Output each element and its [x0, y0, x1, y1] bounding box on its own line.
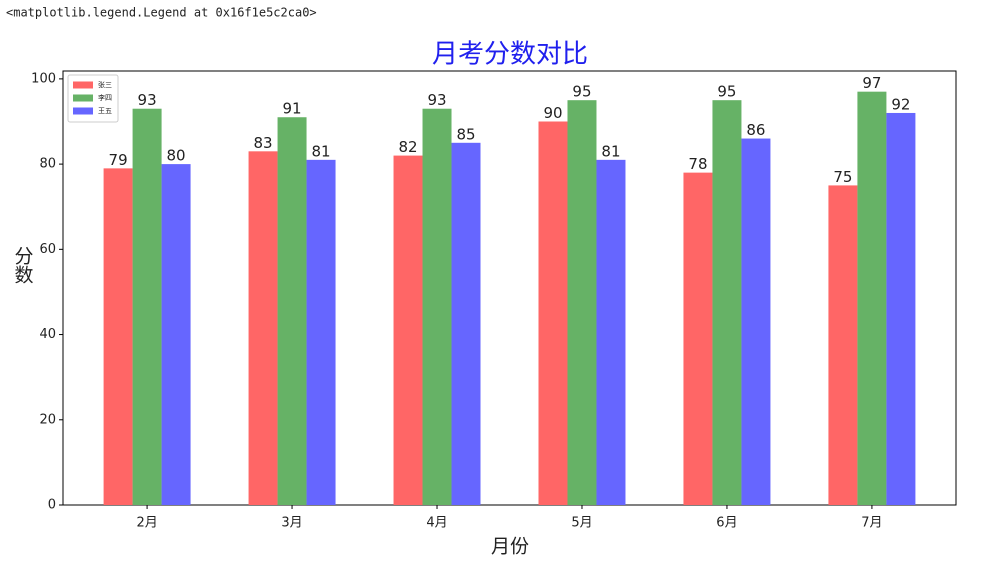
value-label: 78	[688, 155, 707, 173]
x-tick-label: 5月	[571, 516, 592, 531]
x-tick-label: 7月	[861, 516, 882, 531]
value-label: 97	[862, 74, 881, 92]
value-label: 92	[891, 95, 910, 113]
bar	[886, 112, 916, 506]
bar	[451, 142, 481, 505]
legend-label: 张三	[98, 80, 112, 89]
legend-swatch	[73, 81, 93, 89]
value-label: 83	[254, 134, 273, 152]
legend-label: 王五	[98, 107, 112, 115]
header-text: <matplotlib.legend.Legend at 0x16f1e5c2c…	[6, 6, 317, 20]
bar	[596, 159, 626, 505]
plot-frame	[62, 70, 957, 506]
bar	[712, 100, 742, 506]
legend-swatch	[73, 94, 93, 102]
value-label: 95	[572, 83, 591, 101]
bar	[161, 164, 191, 506]
value-label: 93	[138, 91, 157, 109]
bar	[828, 185, 858, 506]
y-axis-label: 分数	[12, 246, 34, 284]
y-tick-label: 40	[39, 327, 56, 342]
value-label: 95	[717, 83, 736, 101]
y-tick-label: 0	[48, 498, 56, 513]
bar	[248, 151, 278, 505]
value-label: 82	[398, 138, 417, 156]
chart-title: 月考分数对比	[432, 40, 588, 70]
legend-label: 李四	[98, 93, 112, 102]
y-tick-label: 80	[39, 157, 56, 172]
bar	[103, 168, 133, 506]
value-label: 85	[456, 125, 475, 143]
bar	[277, 117, 307, 505]
y-tick-label: 100	[31, 71, 56, 86]
bar	[132, 108, 162, 506]
value-label: 80	[167, 147, 186, 165]
value-label: 86	[746, 121, 765, 139]
value-label: 91	[283, 100, 302, 118]
bar	[567, 100, 597, 506]
bar	[393, 155, 423, 505]
bar	[857, 91, 887, 506]
value-label: 90	[543, 104, 562, 122]
value-label: 81	[601, 142, 620, 160]
x-tick-label: 6月	[716, 516, 737, 531]
y-tick-label: 60	[39, 242, 56, 257]
legend-swatch	[73, 107, 93, 115]
value-label: 81	[311, 142, 330, 160]
x-tick-label: 2月	[136, 516, 157, 531]
bar	[741, 138, 771, 505]
bar	[683, 172, 713, 506]
value-label: 75	[833, 168, 852, 186]
bar	[306, 159, 336, 505]
x-tick-label: 3月	[281, 516, 302, 531]
x-axis-label: 月份	[491, 536, 529, 558]
y-tick-label: 20	[39, 412, 56, 427]
value-label: 79	[109, 151, 128, 169]
bar	[422, 108, 452, 506]
bar	[538, 121, 568, 505]
value-label: 93	[427, 91, 446, 109]
x-tick-label: 4月	[426, 516, 447, 531]
